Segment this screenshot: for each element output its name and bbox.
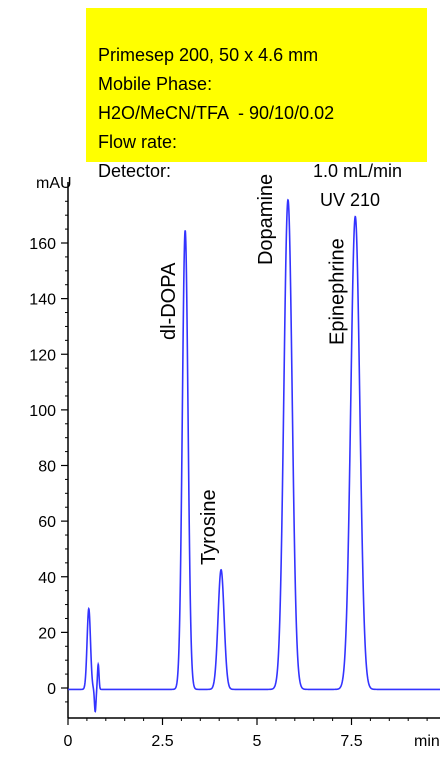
y-tick-label: 60 — [38, 514, 56, 531]
peak-label-dl-dopa: dl-DOPA — [158, 262, 180, 340]
y-tick-label: 20 — [38, 625, 56, 642]
x-tick-label: 5 — [253, 733, 262, 750]
flow-rate-value: 1.0 mL/min — [313, 161, 403, 181]
mobile-phase-value-line: H2O/MeCN/TFA - 90/10/0.02 — [98, 70, 427, 123]
x-ticks: 0 2.5 5 7.5 — [64, 718, 428, 750]
flow-rate-label: Flow rate: — [98, 132, 178, 152]
column-line: Primesep 200, 50 x 4.6 mm — [98, 12, 427, 65]
y-ticks: 0 20 40 60 80 100 120 140 160 — [29, 200, 68, 703]
detector-label: Detector: — [98, 161, 172, 181]
y-tick-label: 100 — [29, 403, 56, 420]
x-tick-label: 2.5 — [151, 733, 173, 750]
x-tick-label: 0 — [64, 733, 73, 750]
chromatogram-trace — [68, 198, 440, 713]
peak-label-tyrosine: Tyrosine — [198, 489, 220, 565]
y-axis-unit-label: mAU — [36, 175, 72, 192]
mobile-phase-label: Mobile Phase: — [98, 74, 213, 94]
x-axis-unit-label: min — [414, 733, 440, 750]
flow-rate-line: Flow rate: 1.0 mL/min — [98, 99, 427, 181]
y-tick-label: 140 — [29, 292, 56, 309]
x-tick-label: 7.5 — [340, 733, 362, 750]
peak-labels: dl-DOPA Tyrosine Dopamine Epinephrine — [158, 174, 348, 565]
method-info-box: Primesep 200, 50 x 4.6 mm Mobile Phase: … — [86, 8, 427, 210]
column-text: Primesep 200, 50 x 4.6 mm — [98, 45, 319, 65]
peak-label-dopamine: Dopamine — [255, 174, 277, 265]
mobile-phase-value: H2O/MeCN/TFA - 90/10/0.02 — [98, 103, 335, 123]
y-tick-label: 40 — [38, 570, 56, 587]
y-tick-label: 160 — [29, 236, 56, 253]
mobile-phase-label-line: Mobile Phase: — [98, 41, 427, 94]
detector-value: UV 210 — [320, 190, 381, 210]
y-tick-label: 0 — [47, 681, 56, 698]
peak-label-epinephrine: Epinephrine — [326, 238, 348, 345]
y-tick-label: 80 — [38, 459, 56, 476]
detector-line: Detector: UV 210 — [98, 128, 427, 210]
y-tick-label: 120 — [29, 347, 56, 364]
